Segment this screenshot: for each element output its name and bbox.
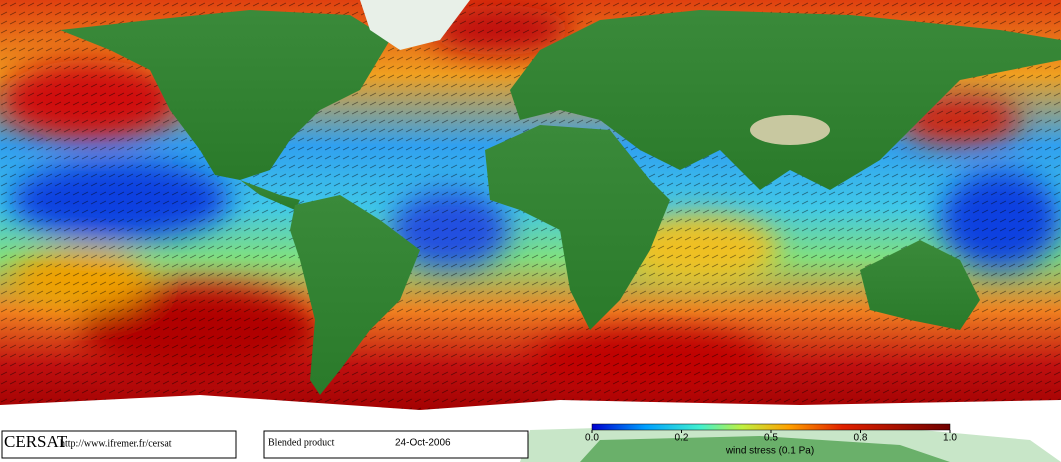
colorbar-tick-label: 0.0 (585, 433, 599, 444)
url: http://www.ifremer.fr/cersat (60, 438, 172, 449)
product: Blended product (268, 437, 335, 448)
continents (60, 0, 1061, 395)
colorbar-tick-label: 1.0 (943, 433, 957, 444)
colorbar-scale (591, 423, 951, 431)
colorbar-tick-label: 0.5 (764, 433, 778, 444)
colorbar-tick-label: 0.8 (854, 433, 868, 444)
date: 24-Oct-2006 (395, 438, 451, 449)
footer: CERSAT http://www.ifremer.fr/cersat Blen… (1, 430, 529, 459)
product-box (263, 430, 529, 459)
colorbar-label: wind stress (0.1 Pa) (725, 446, 814, 457)
logo-box (1, 430, 237, 459)
colorbar: wind stress (0.1 Pa) 0.0 0.2 0.5 0.8 1.0 (585, 423, 957, 457)
logo: CERSAT (4, 432, 68, 451)
colorbar-tick-label: 0.2 (675, 433, 689, 444)
